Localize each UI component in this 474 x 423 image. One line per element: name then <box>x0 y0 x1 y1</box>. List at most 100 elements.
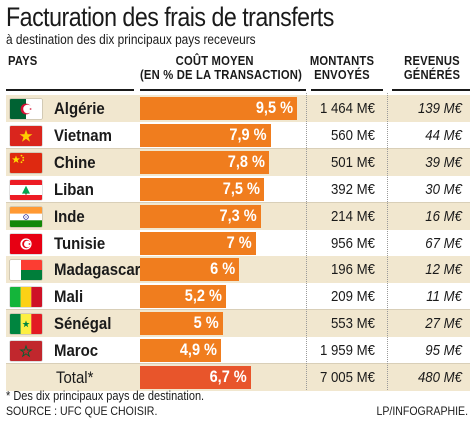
revenu-genere-value: 139 M€ <box>417 100 462 117</box>
revenu-genere-value: 39 M€ <box>425 153 462 171</box>
header-revenus-line2: GÉNÉRÉS <box>403 68 461 82</box>
revenu-genere-value: 95 M€ <box>425 342 462 360</box>
country-label: Liban <box>54 179 94 199</box>
bar-total <box>140 366 251 389</box>
table-row-chine: Chine 7,8 % 501 M€ 39 M€ <box>6 148 470 176</box>
table-row-vietnam: Vietnam 7,9 % 560 M€ 44 M€ <box>6 122 470 149</box>
table-row-maroc: Maroc 4,9 % 1 959 M€ 95 M€ <box>6 337 470 364</box>
vietnam-flag-icon <box>10 125 42 146</box>
country-label: Algérie <box>54 99 105 118</box>
country-label: Tunisie <box>54 233 106 253</box>
header-rule-revenus <box>392 89 470 91</box>
country-label: Madagascar <box>54 260 141 280</box>
header-pays: PAYS <box>8 54 38 68</box>
bar-senegal <box>140 312 223 336</box>
header-rule-pays <box>6 89 134 91</box>
row-separator <box>6 363 470 365</box>
header-revenus: REVENUS GÉNÉRÉS <box>396 54 468 82</box>
montant-envoye-value: 196 M€ <box>330 261 375 279</box>
bar-madagascar <box>140 258 240 282</box>
algeria-flag-icon <box>10 99 42 119</box>
lebanon-flag-icon <box>10 179 42 200</box>
column-divider-right <box>387 93 388 390</box>
revenu-genere-value: 44 M€ <box>425 126 462 144</box>
header-cout-line2: (EN % DE LA TRANSACTION) <box>140 68 303 82</box>
footnote: * Des dix principaux pays de destination… <box>6 389 205 403</box>
bar-inde <box>140 204 261 228</box>
revenu-genere-value: 11 M€ <box>426 288 462 306</box>
header-montants-line2: ENVOYÉS <box>314 68 370 82</box>
china-flag-icon <box>10 152 42 173</box>
revenu-genere-value: 12 M€ <box>425 261 462 279</box>
bar-value-label: 5,2 % <box>184 287 222 306</box>
chart-subtitle: à destination des dix principaux pays re… <box>6 32 256 47</box>
row-separator <box>6 201 470 203</box>
montant-envoye-value: 214 M€ <box>330 207 375 225</box>
row-separator <box>6 147 470 149</box>
table-row-senegal: Sénégal 5 % 553 M€ 27 M€ <box>6 310 470 338</box>
header-rule-montants <box>311 89 383 91</box>
country-label: Inde <box>54 206 85 226</box>
montant-envoye-value: 392 M€ <box>330 180 375 198</box>
row-separator <box>6 309 470 311</box>
bar-value-label: 7,3 % <box>219 206 257 225</box>
bar-liban <box>140 177 264 201</box>
chart-title: Facturation des frais de transferts <box>6 2 334 32</box>
revenu-genere-value: 27 M€ <box>425 315 462 333</box>
table-row-algerie: Algérie 9,5 % 1 464 M€ 139 M€ <box>6 95 470 122</box>
country-label: Total* <box>56 368 94 387</box>
credit: LP/INFOGRAPHIE. <box>376 404 468 418</box>
table-row-inde: Inde 7,3 % 214 M€ 16 M€ <box>6 202 470 230</box>
bar-tunisie <box>140 231 256 255</box>
country-label: Maroc <box>54 341 99 361</box>
bar-value-label: 6 % <box>210 260 236 279</box>
header-cout-line1: COÛT MOYEN <box>175 54 254 68</box>
column-divider-left <box>306 93 307 390</box>
montant-envoye-value: 501 M€ <box>330 153 375 171</box>
bar-value-label: 7 % <box>226 233 252 252</box>
bar-value-label: 9,5 % <box>255 99 293 117</box>
bar-value-label: 4,9 % <box>179 341 217 360</box>
country-label: Vietnam <box>54 125 112 145</box>
bar-vietnam <box>140 123 271 147</box>
bar-value-label: 7,9 % <box>229 125 267 144</box>
revenu-genere-value: 30 M€ <box>425 180 462 198</box>
table-row-tunisie: Tunisie 7 % 956 M€ 67 M€ <box>6 230 470 257</box>
india-flag-icon <box>10 206 42 227</box>
table-row-madagascar: Madagascar 6 % 196 M€ 12 M€ <box>6 256 470 284</box>
montant-envoye-value: 7 005 M€ <box>319 369 375 386</box>
morocco-flag-icon <box>10 341 42 362</box>
mali-flag-icon <box>10 287 42 308</box>
table-row-liban: Liban 7,5 % 392 M€ 30 M€ <box>6 176 470 203</box>
montant-envoye-value: 1 464 M€ <box>319 100 375 117</box>
bar-mali <box>140 285 226 309</box>
row-separator <box>6 255 470 257</box>
bar-value-label: 6,7 % <box>209 368 247 386</box>
montant-envoye-value: 956 M€ <box>330 234 375 252</box>
bar-value-label: 5 % <box>193 314 219 333</box>
senegal-flag-icon <box>10 314 42 335</box>
header-rule-cout <box>140 89 306 91</box>
table-row-mali: Mali 5,2 % 209 M€ 11 M€ <box>6 283 470 310</box>
source: SOURCE : UFC QUE CHOISIR. <box>6 404 158 418</box>
bar-chine <box>140 150 269 174</box>
revenu-genere-value: 16 M€ <box>425 207 462 225</box>
madagascar-flag-icon <box>10 260 42 281</box>
tunisia-flag-icon <box>10 233 42 254</box>
country-label: Chine <box>54 152 96 172</box>
header-cout-moyen: COÛT MOYEN (EN % DE LA TRANSACTION) <box>140 54 303 82</box>
bar-value-label: 7,5 % <box>222 179 260 198</box>
header-montants-line1: MONTANTS <box>309 54 375 68</box>
header-revenus-line1: REVENUS <box>404 54 460 68</box>
table-row-total: Total* 6,7 % 7 005 M€ 480 M€ <box>6 364 470 391</box>
header-montants: MONTANTS ENVOYÉS <box>306 54 378 82</box>
bar-value-label: 7,8 % <box>227 152 265 171</box>
montant-envoye-value: 1 959 M€ <box>319 342 375 360</box>
revenu-genere-value: 480 M€ <box>417 369 462 386</box>
country-label: Sénégal <box>54 314 112 334</box>
bar-maroc <box>140 339 221 363</box>
country-label: Mali <box>54 287 84 307</box>
montant-envoye-value: 553 M€ <box>330 315 375 333</box>
montant-envoye-value: 560 M€ <box>330 126 375 144</box>
montant-envoye-value: 209 M€ <box>330 288 375 306</box>
